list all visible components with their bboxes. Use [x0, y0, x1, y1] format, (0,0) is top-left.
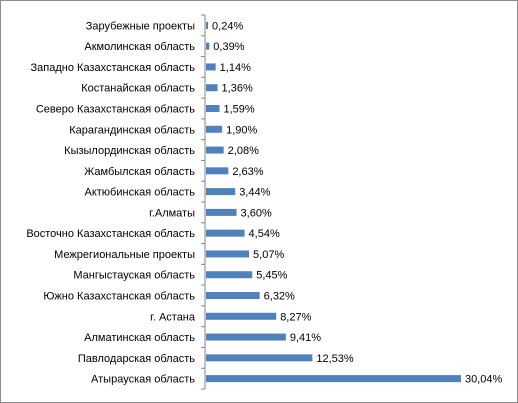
data-label: 3,60%	[241, 207, 272, 219]
data-label: 6,32%	[264, 291, 295, 303]
data-label: 1,90%	[226, 124, 257, 136]
category-label: Карагандинская область	[69, 124, 195, 136]
bar	[206, 105, 220, 112]
data-label: 5,45%	[256, 270, 287, 282]
bar	[206, 84, 218, 92]
data-label: 12,53%	[316, 353, 354, 365]
bar	[206, 292, 260, 299]
data-labels: 0,24% 0,39% 1,14% 1,36% 1,59% 1,90% 2,08% 2,63%…	[212, 20, 502, 385]
category-label: г. Астана	[150, 311, 196, 323]
data-label: 1,14%	[220, 62, 251, 74]
category-label: Зарубежные проекты	[86, 20, 195, 32]
bar	[206, 354, 313, 362]
category-label: Акмолинская область	[84, 41, 195, 53]
data-label: 0,24%	[212, 20, 243, 32]
category-label: Костанайская область	[81, 83, 195, 95]
category-label: Межрегиональные проекты	[54, 249, 195, 261]
bar	[206, 42, 210, 50]
bar	[206, 125, 223, 133]
data-label: 9,41%	[290, 332, 321, 344]
category-label: Кызылординская область	[64, 145, 195, 157]
category-labels: Зарубежные проекты Акмолинская область Зап…	[26, 20, 196, 385]
data-label: 1,59%	[223, 104, 254, 116]
category-label: Павлодарская область	[78, 353, 195, 365]
category-label: Западно Казахстанская область	[31, 62, 196, 74]
bar	[206, 250, 250, 258]
data-label: 30,04%	[465, 374, 503, 386]
data-label: 8,27%	[280, 311, 311, 323]
category-label: Атырауская область	[91, 374, 195, 386]
bars	[206, 21, 461, 383]
data-label: 2,08%	[228, 145, 259, 157]
bar	[206, 21, 209, 29]
bar	[206, 208, 237, 216]
data-label: 0,39%	[213, 41, 244, 53]
category-label: Алматинская область	[84, 332, 195, 344]
data-label: 5,07%	[253, 249, 284, 261]
bar	[206, 188, 236, 196]
data-label: 1,36%	[222, 83, 253, 95]
category-label: Актюбинская область	[85, 187, 196, 199]
bar	[206, 146, 224, 154]
bar	[206, 229, 245, 237]
bar	[206, 167, 229, 175]
bar	[206, 63, 216, 71]
bar	[206, 271, 253, 279]
data-label: 2,63%	[232, 166, 263, 178]
value-axis	[201, 14, 206, 390]
category-label: Южно Казахстанская область	[43, 291, 195, 303]
data-label: 4,54%	[249, 228, 280, 240]
category-label: Северо Казахстанская область	[36, 104, 195, 116]
bar	[206, 333, 286, 341]
bar	[206, 375, 461, 383]
bar	[206, 312, 277, 320]
category-label: г.Алматы	[149, 207, 195, 219]
category-label: Жамбылская область	[84, 166, 195, 178]
data-label: 3,44%	[239, 187, 270, 199]
category-label: Мангыстауская область	[73, 270, 195, 282]
category-label: Восточно Казахстанская область	[26, 228, 195, 240]
